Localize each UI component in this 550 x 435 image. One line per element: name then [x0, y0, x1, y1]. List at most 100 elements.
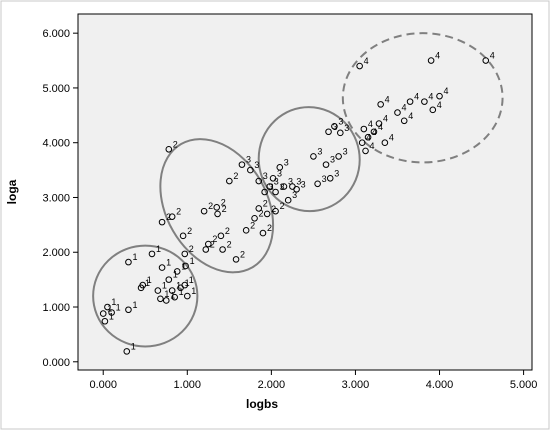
data-point-label: 1: [132, 300, 137, 310]
data-point-label: 4: [372, 127, 377, 137]
x-tick-label: 3.000: [342, 379, 370, 391]
y-tick-label: 6.000: [42, 28, 70, 40]
data-point-label: 2: [240, 249, 245, 259]
data-point: [179, 232, 187, 240]
data-point-label: 1: [132, 252, 137, 262]
cluster-ellipse-2: [159, 138, 275, 274]
data-point-label: 2: [210, 240, 215, 250]
data-point: [269, 175, 277, 182]
data-point: [232, 256, 240, 263]
data-point-label: 2: [208, 201, 213, 211]
data-point-label: 2: [176, 207, 181, 217]
data-point-label: 2: [250, 220, 255, 230]
data-point: [255, 205, 263, 212]
data-point: [139, 281, 147, 289]
data-point-label: 3: [333, 122, 338, 132]
data-point: [154, 287, 162, 294]
data-point-label: 2: [221, 197, 226, 207]
data-point: [200, 207, 208, 215]
data-point: [322, 161, 330, 168]
data-point: [266, 183, 273, 190]
data-point-label: 2: [173, 139, 178, 149]
data-point: [356, 62, 363, 70]
data-point: [108, 309, 115, 316]
cluster-ellipses: [92, 32, 504, 348]
data-point-label: 3: [330, 155, 335, 165]
data-point-label: 3: [246, 155, 251, 165]
data-point-label: 3: [334, 168, 339, 178]
data-point: [158, 218, 166, 226]
data-point: [123, 348, 131, 355]
data-point-label: 1: [190, 256, 195, 266]
data-point: [181, 250, 189, 258]
data-point: [358, 139, 366, 147]
data-point-label: 3: [292, 190, 297, 200]
data-point-label: 2: [267, 223, 272, 233]
data-point: [157, 295, 164, 303]
data-point-label: 2: [187, 226, 192, 236]
data-point: [173, 268, 181, 275]
data-point: [165, 145, 173, 153]
data-point-label: 2: [166, 212, 171, 222]
data-point: [394, 109, 401, 116]
data-point: [337, 129, 344, 137]
data-point-label: 3: [284, 157, 289, 167]
data-point: [168, 213, 176, 220]
data-point: [238, 161, 246, 168]
data-point-label: 3: [344, 123, 349, 133]
data-point: [171, 293, 178, 301]
data-point: [331, 122, 338, 130]
data-point-label: 1: [166, 258, 171, 268]
data-point-label: 4: [444, 86, 449, 96]
data-point-label: 4: [370, 141, 375, 151]
data-point-label: 3: [269, 182, 274, 192]
data-point: [181, 281, 189, 289]
data-point: [182, 262, 189, 270]
x-axis: 0.000 1.000 2.000 3.000 4.000 5.000: [89, 370, 537, 391]
data-point: [259, 229, 267, 237]
data-point: [370, 128, 378, 136]
data-point-label: 1: [162, 281, 167, 291]
data-point-label: 2: [189, 244, 194, 254]
data-point: [293, 185, 300, 193]
y-axis: 0.000 1.000 2.000 3.000 4.000 5.000 6.000: [42, 28, 78, 369]
data-point-label: 2: [259, 208, 264, 218]
data-point-label: 1: [191, 286, 196, 296]
data-point: [148, 250, 156, 258]
data-point: [360, 125, 368, 133]
data-point-label: 3: [277, 168, 282, 178]
data-point-label: 1: [109, 311, 114, 321]
data-point-label: 2: [280, 201, 285, 211]
data-point: [400, 117, 408, 125]
data-point: [429, 106, 437, 114]
data-point: [381, 139, 389, 147]
data-point: [427, 57, 435, 64]
cluster-ellipse-3: [257, 106, 361, 213]
data-point-label: 4: [414, 92, 419, 102]
data-point: [125, 306, 132, 314]
y-tick-label: 5.000: [42, 83, 70, 95]
data-point: [482, 57, 490, 64]
data-point-label: 1: [189, 275, 194, 285]
data-point: [272, 188, 279, 196]
y-axis-title: loga: [5, 179, 19, 204]
data-point-label: 4: [490, 51, 495, 61]
data-point: [364, 133, 372, 141]
data-point-label: 3: [301, 179, 306, 189]
x-tick-label: 2.000: [258, 379, 286, 391]
data-point: [284, 196, 292, 204]
data-point-label: 1: [181, 261, 186, 271]
data-point: [213, 204, 221, 211]
data-point-label: 4: [378, 122, 383, 132]
data-point-label: 1: [131, 341, 136, 351]
data-point: [242, 227, 250, 234]
data-point-label: 1: [156, 244, 161, 254]
y-tick-label: 2.000: [42, 247, 70, 259]
data-point: [276, 164, 284, 171]
data-point: [261, 188, 268, 196]
data-point-label: 4: [428, 92, 433, 102]
data-point-label: 3: [343, 146, 348, 156]
